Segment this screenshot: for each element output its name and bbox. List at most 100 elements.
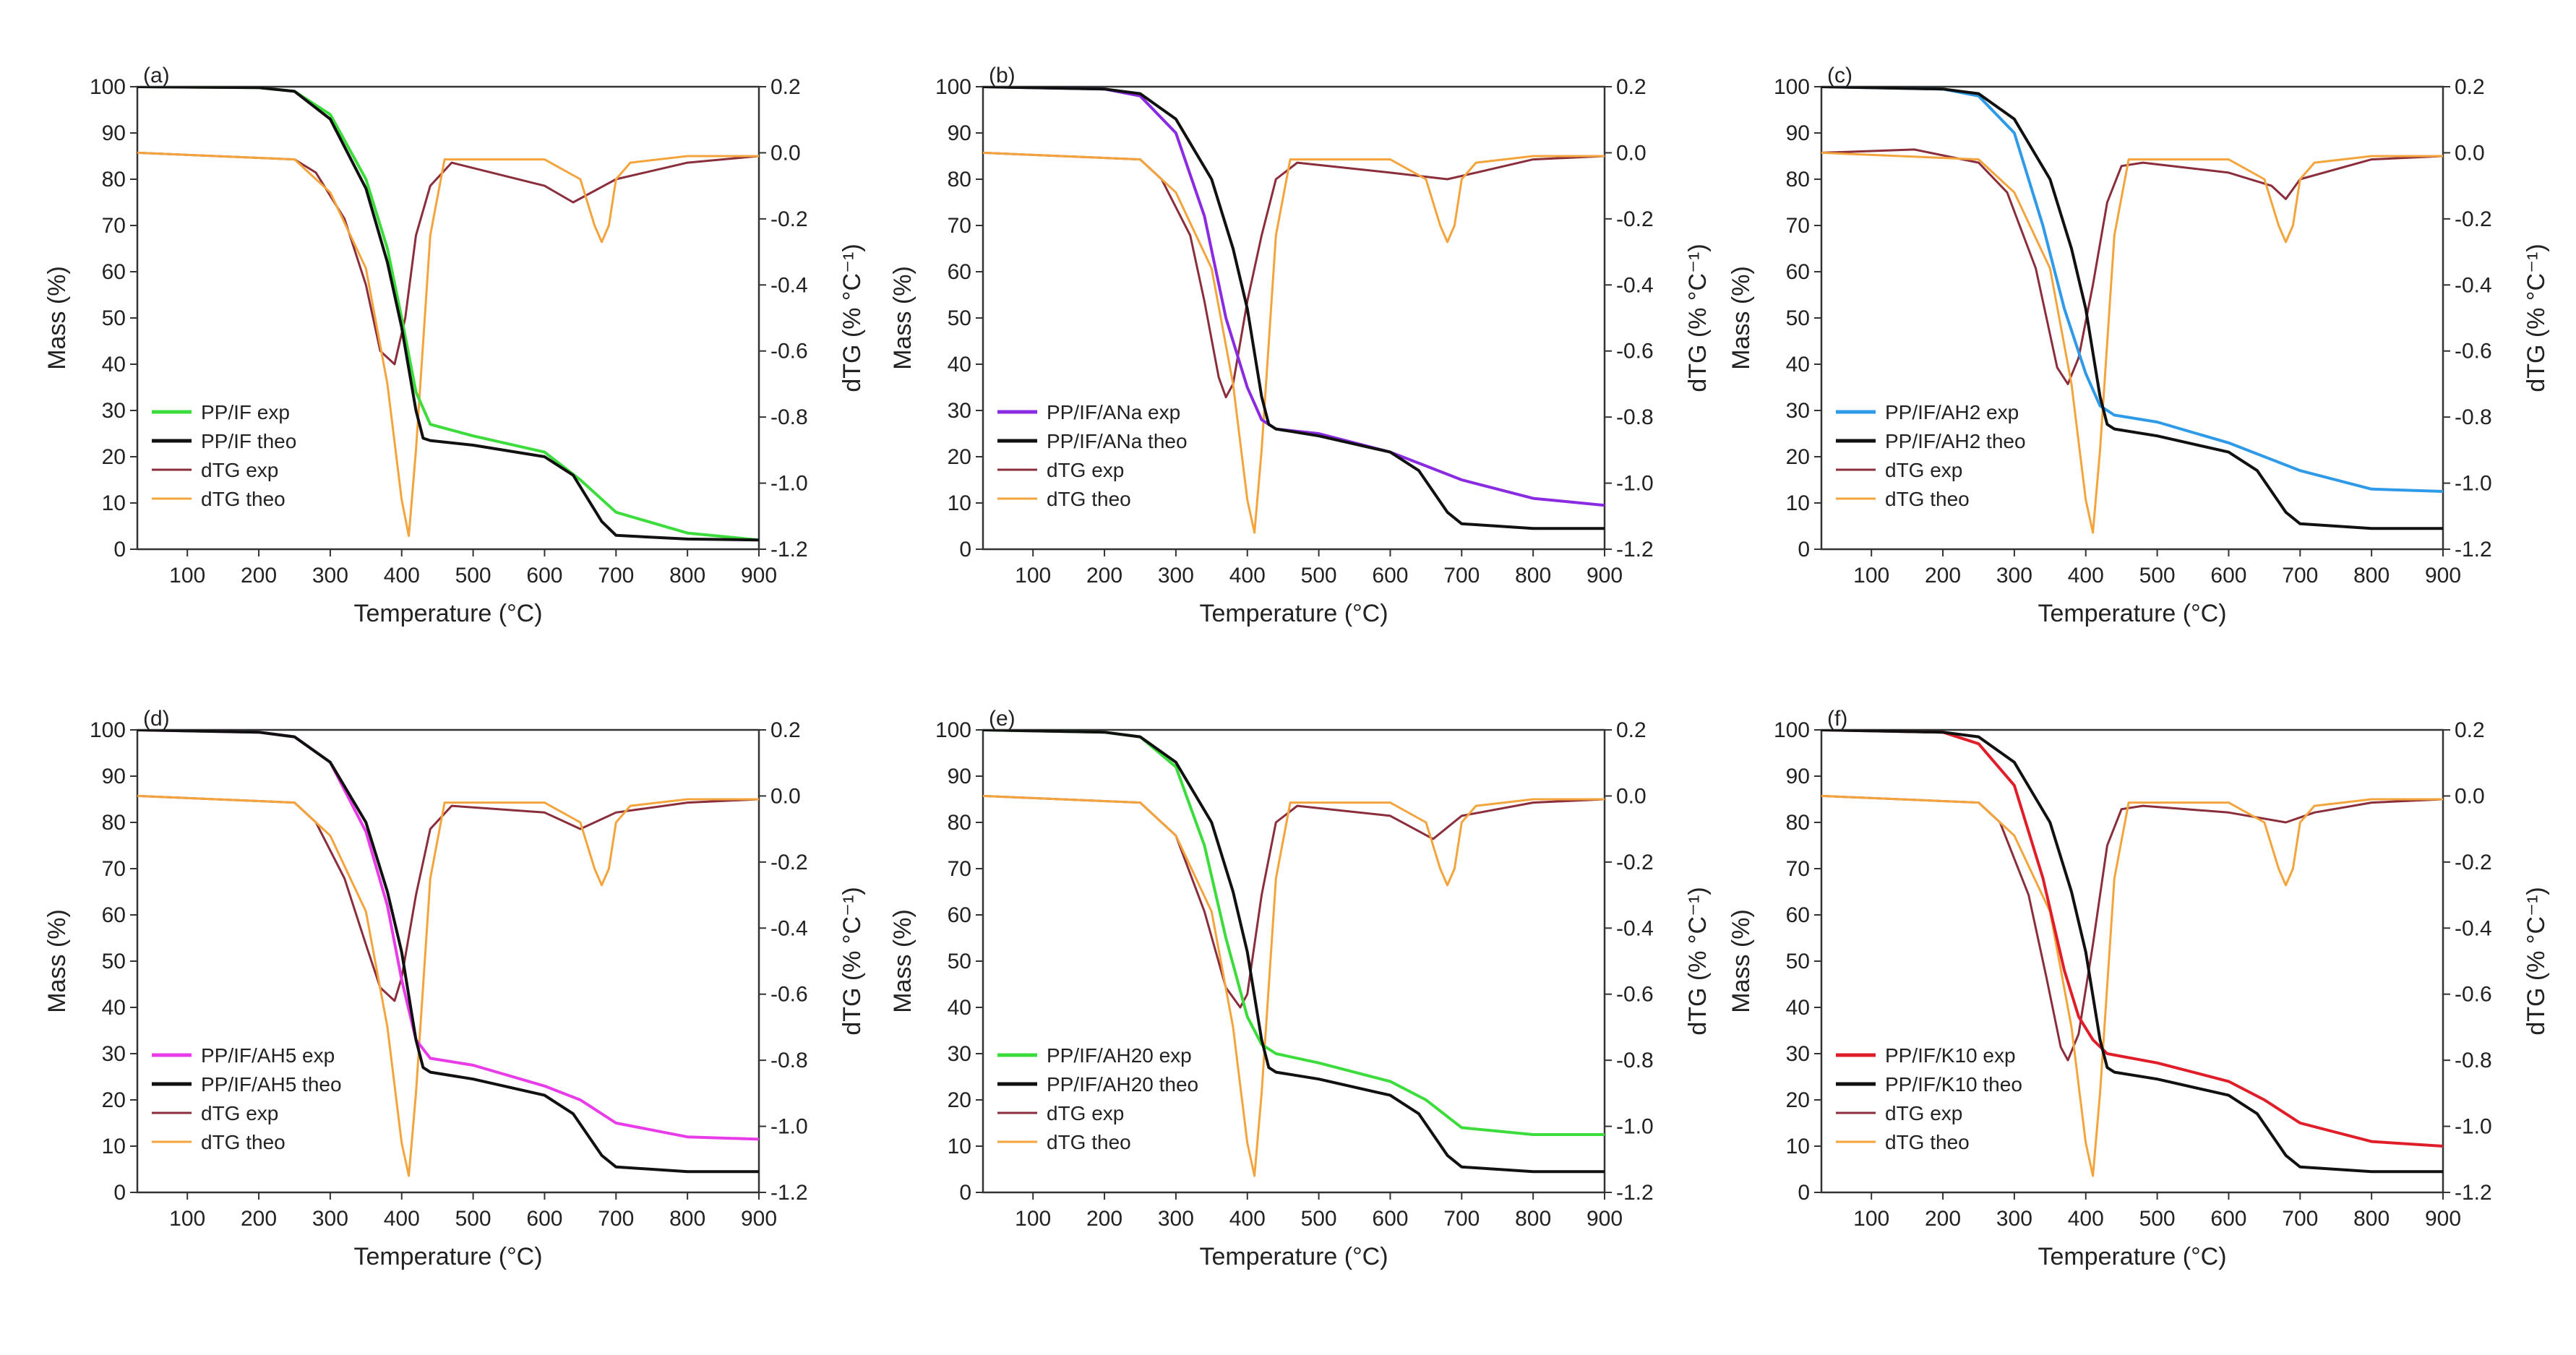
series-line-pp-if-theo xyxy=(137,87,759,542)
y-tick-label: 60 xyxy=(1786,903,1810,927)
y2-tick-label: -1.2 xyxy=(770,1181,808,1205)
x-tick-label: 600 xyxy=(1372,564,1408,588)
y2-tick-label: -1.0 xyxy=(770,1115,808,1139)
panel-b: (b) 100 200 300 400 500 600 700 800 900 0 10 20 30 40 5… xyxy=(889,64,1712,627)
y-tick-label: 80 xyxy=(1786,811,1810,835)
x-tick-label: 600 xyxy=(526,1207,562,1231)
x-tick-label: 200 xyxy=(241,1207,277,1231)
y2-tick-label: 0.2 xyxy=(1616,718,1647,742)
y-tick-label: 0 xyxy=(113,1181,126,1205)
x-tick-label: 500 xyxy=(455,564,491,588)
x-tick-label: 300 xyxy=(312,1207,348,1231)
x-tick-label: 700 xyxy=(2282,1207,2318,1231)
y2-tick-label: -0.6 xyxy=(2455,340,2492,364)
y2-axis-label: dTG (% °C⁻¹) xyxy=(2523,244,2550,392)
y-tick-label: 100 xyxy=(1774,75,1810,99)
y2-tick-label: -0.2 xyxy=(2455,207,2492,231)
y-tick-label: 70 xyxy=(102,857,126,881)
y-tick-label: 10 xyxy=(1786,1135,1810,1158)
x-tick-label: 400 xyxy=(2068,1207,2104,1231)
y-tick-label: 30 xyxy=(948,1042,971,1066)
y2-tick-label: -0.2 xyxy=(770,851,808,874)
y-tick-label: 0 xyxy=(1798,1181,1810,1205)
y-tick-label: 30 xyxy=(948,399,971,423)
y-tick-label: 50 xyxy=(1786,950,1810,973)
x-tick-label: 400 xyxy=(384,564,420,588)
x-tick-label: 600 xyxy=(526,564,562,588)
y2-tick-label: 0.2 xyxy=(2455,75,2485,99)
legend-label: dTG theo xyxy=(1047,1131,1131,1153)
x-tick-label: 900 xyxy=(2425,564,2461,588)
y-tick-label: 0 xyxy=(959,1181,971,1205)
y-tick-label: 60 xyxy=(948,903,971,927)
y-tick-label: 100 xyxy=(935,718,971,742)
y-tick-label: 40 xyxy=(102,996,126,1020)
y-axis-label: Mass (%) xyxy=(889,909,916,1013)
y-tick-label: 80 xyxy=(948,168,971,192)
x-tick-label: 700 xyxy=(2282,564,2318,588)
x-tick-label: 700 xyxy=(598,564,634,588)
y-tick-label: 40 xyxy=(1786,353,1810,377)
x-tick-label: 200 xyxy=(1086,564,1122,588)
y2-tick-label: -0.8 xyxy=(770,405,808,429)
y2-tick-label: 0.2 xyxy=(770,718,801,742)
x-tick-label: 900 xyxy=(741,564,777,588)
y-tick-label: 80 xyxy=(948,811,971,835)
y-tick-label: 50 xyxy=(1786,306,1810,330)
y2-tick-label: -0.6 xyxy=(770,340,808,364)
legend-label: dTG exp xyxy=(1047,459,1124,481)
panel-label: (e) xyxy=(989,707,1016,731)
panel-label: (c) xyxy=(1827,64,1852,87)
y-tick-label: 60 xyxy=(1786,260,1810,284)
legend-label: PP/IF/K10 theo xyxy=(1885,1073,2022,1096)
legend-label: dTG theo xyxy=(1885,1131,1970,1153)
x-tick-label: 600 xyxy=(1372,1207,1408,1231)
x-tick-label: 700 xyxy=(598,1207,634,1231)
x-tick-label: 400 xyxy=(1229,1207,1266,1231)
legend-label: dTG theo xyxy=(201,488,285,510)
y-tick-label: 20 xyxy=(1786,1088,1810,1112)
legend-label: PP/IF/AH20 exp xyxy=(1047,1044,1192,1067)
y2-tick-label: -1.2 xyxy=(1616,1181,1654,1205)
y2-tick-label: -0.6 xyxy=(1616,983,1654,1007)
x-tick-label: 500 xyxy=(1301,1207,1337,1231)
series-line-dtg-theo xyxy=(137,794,759,1177)
x-tick-label: 300 xyxy=(1996,564,2032,588)
x-tick-label: 400 xyxy=(1229,564,1266,588)
x-tick-label: 800 xyxy=(1515,564,1551,588)
x-tick-label: 100 xyxy=(1853,1207,1889,1231)
panel-label: (f) xyxy=(1827,707,1847,731)
y-tick-label: 50 xyxy=(948,950,971,973)
y-tick-label: 10 xyxy=(102,491,126,515)
y2-tick-label: -1.2 xyxy=(2455,1181,2492,1205)
y-tick-label: 90 xyxy=(948,765,971,788)
y-tick-label: 10 xyxy=(1786,491,1810,515)
y-axis-label: Mass (%) xyxy=(43,909,71,1013)
panel-c: (c) 100 200 300 400 500 600 700 800 900 0 10 20 30 40 5… xyxy=(1727,64,2550,627)
y-tick-label: 70 xyxy=(102,214,126,238)
panel-d: (d) 100 200 300 400 500 600 700 800 900 0 10 20 30 40 5… xyxy=(43,707,866,1270)
legend-label: PP/IF/AH20 theo xyxy=(1047,1073,1198,1096)
x-tick-label: 900 xyxy=(741,1207,777,1231)
x-tick-label: 100 xyxy=(1853,564,1889,588)
y-tick-label: 10 xyxy=(102,1135,126,1158)
y-tick-label: 100 xyxy=(90,718,126,742)
series-line-dtg-exp xyxy=(983,151,1605,399)
x-axis-label: Temperature (°C) xyxy=(1199,600,1388,627)
y-tick-label: 30 xyxy=(1786,1042,1810,1066)
x-tick-label: 300 xyxy=(1158,564,1194,588)
y2-tick-label: -0.2 xyxy=(2455,851,2492,874)
x-tick-label: 800 xyxy=(2353,1207,2390,1231)
x-axis-label: Temperature (°C) xyxy=(353,600,542,627)
y-axis-label: Mass (%) xyxy=(1727,266,1755,370)
legend-label: dTG exp xyxy=(1047,1102,1124,1124)
y-tick-label: 0 xyxy=(959,538,971,562)
y-tick-label: 40 xyxy=(1786,996,1810,1020)
y-tick-label: 60 xyxy=(102,903,126,927)
y-tick-label: 20 xyxy=(948,1088,971,1112)
y-tick-label: 90 xyxy=(948,121,971,145)
y2-tick-label: -0.4 xyxy=(1616,916,1654,940)
series-line-pp-if-ah2-theo xyxy=(1821,87,2443,530)
x-tick-label: 900 xyxy=(1587,564,1623,588)
